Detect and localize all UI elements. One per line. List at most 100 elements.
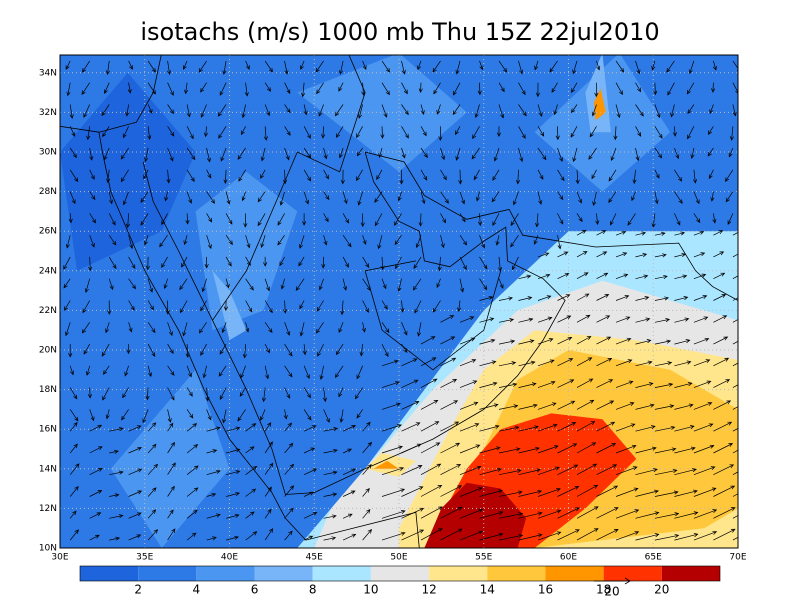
wind-arrow <box>360 213 365 228</box>
wind-arrow <box>557 235 562 250</box>
wind-arrow <box>182 322 188 337</box>
wind-arrow <box>295 278 305 291</box>
wind-arrow <box>245 531 258 541</box>
wind-arrow <box>693 444 715 454</box>
wind-arrow <box>264 486 272 497</box>
wind-arrow <box>219 387 227 401</box>
wind-arrow <box>557 486 580 497</box>
wind-arrow <box>591 169 597 180</box>
wind-arrow <box>264 60 273 73</box>
wind-arrow <box>596 315 611 323</box>
wind-arrow <box>186 147 196 161</box>
wind-arrow <box>257 191 266 203</box>
wind-arrow <box>374 191 383 203</box>
wind-arrow <box>401 104 409 116</box>
wind-arrow <box>264 278 270 292</box>
wind-arrow <box>122 387 129 399</box>
wind-arrow <box>226 513 240 519</box>
wind-arrow <box>537 295 552 301</box>
wind-arrow <box>140 191 149 203</box>
wind-arrow <box>303 104 308 116</box>
wind-arrow <box>535 82 540 98</box>
wind-arrow <box>576 357 593 367</box>
wind-arrow <box>576 272 589 280</box>
wind-arrow <box>674 169 683 182</box>
wind-arrow <box>147 60 156 73</box>
wind-arrow <box>713 528 736 541</box>
wind-arrow <box>237 409 246 422</box>
wind-arrow <box>342 278 348 291</box>
wind-arrow <box>181 256 188 268</box>
wind-arrow <box>245 60 250 70</box>
wind-arrow <box>576 421 596 432</box>
wind-arrow <box>557 251 569 258</box>
wind-arrow <box>167 485 175 497</box>
coastline <box>60 55 162 133</box>
wind-arrow <box>635 60 641 75</box>
wind-arrow <box>498 468 522 476</box>
wind-arrow <box>89 490 103 497</box>
wind-arrow <box>635 468 658 476</box>
wind-arrow <box>167 422 174 432</box>
wind-arrow <box>537 169 544 180</box>
wind-arrow <box>381 300 388 310</box>
wind-arrow <box>459 235 468 246</box>
wind-arrow <box>206 449 218 454</box>
lat-label: 30N <box>39 148 57 158</box>
wind-arrow <box>418 213 423 227</box>
wind-arrow <box>362 421 371 432</box>
wind-arrow <box>615 337 632 345</box>
wind-arrow <box>323 147 328 160</box>
wind-arrow <box>299 300 305 310</box>
wind-arrow <box>264 82 271 92</box>
wind-arrow <box>89 147 94 161</box>
wind-arrow <box>318 278 324 291</box>
wind-arrow <box>608 169 617 182</box>
wind-arrow <box>401 443 422 454</box>
wind-arrow <box>627 213 636 226</box>
wind-arrow <box>83 343 91 355</box>
wind-arrow <box>201 278 207 293</box>
wind-arrow <box>713 507 736 519</box>
wind-arrow <box>557 336 573 345</box>
wind-arrow <box>576 191 583 204</box>
wind-arrow <box>654 253 667 258</box>
wind-arrow <box>342 425 357 432</box>
wind-arrow <box>303 491 315 497</box>
wind-arrow <box>438 126 443 142</box>
wind-arrow <box>635 446 657 454</box>
wind-arrow <box>711 82 716 93</box>
wind-arrow <box>103 365 110 375</box>
wind-arrow <box>549 60 558 73</box>
wind-arrow <box>420 378 438 388</box>
wind-arrow <box>342 513 353 519</box>
wind-arrow <box>537 252 550 258</box>
isotach-region <box>297 55 467 172</box>
wind-arrow <box>279 191 285 206</box>
wind-arrow <box>631 191 636 202</box>
wind-arrow <box>147 322 156 334</box>
wind-arrow <box>109 514 124 519</box>
wind-arrow <box>596 507 619 519</box>
wind-arrow <box>89 213 96 224</box>
wind-arrow <box>498 104 505 119</box>
wind-arrow <box>87 387 93 399</box>
wind-arrow <box>381 60 390 73</box>
wind-arrow <box>479 532 504 541</box>
wind-arrow <box>440 336 456 345</box>
wind-arrow <box>147 278 154 293</box>
wind-arrow <box>537 402 557 410</box>
wind-arrow <box>707 126 714 135</box>
isotach-region <box>212 270 247 341</box>
wind-arrow <box>101 104 110 117</box>
wind-arrow <box>381 381 400 388</box>
wind-arrow <box>143 235 149 246</box>
wind-arrow <box>729 126 734 141</box>
wind-arrow <box>615 487 639 497</box>
wind-arrow <box>185 213 190 225</box>
wind-arrow <box>512 191 519 206</box>
wind-arrow <box>693 487 717 497</box>
wind-arrow <box>186 532 197 541</box>
wind-arrow <box>264 322 273 334</box>
